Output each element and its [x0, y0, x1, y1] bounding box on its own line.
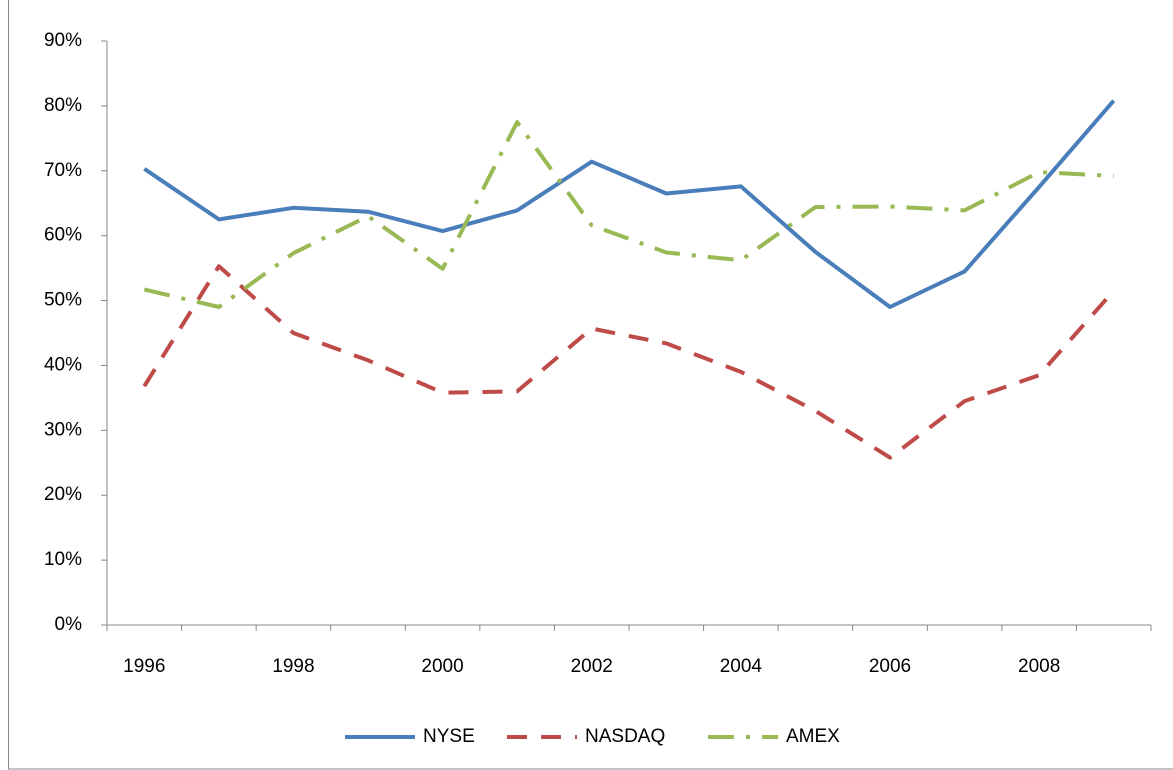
y-tick-label: 40% [44, 354, 82, 375]
y-tick-label: 0% [55, 614, 83, 635]
y-tick-label: 90% [44, 30, 82, 51]
series-line [142, 264, 1116, 460]
y-tick-label: 60% [44, 225, 82, 246]
y-tick-label: 70% [44, 160, 82, 181]
legend-label: AMEX [786, 726, 840, 747]
x-tick-label: 1998 [272, 656, 314, 677]
y-tick-label: 80% [44, 95, 82, 116]
y-tick-label: 20% [44, 484, 82, 505]
x-tick-label: 2002 [571, 656, 613, 677]
y-tick-label: 50% [44, 290, 82, 311]
legend-label: NYSE [423, 726, 475, 747]
y-tick-label: 10% [44, 549, 82, 570]
x-tick-label: 2000 [421, 656, 463, 677]
x-tick-label: 2006 [869, 656, 911, 677]
legend-label: NASDAQ [585, 726, 665, 747]
x-tick-label: 1996 [123, 656, 165, 677]
series-line [143, 120, 1114, 309]
series-line [143, 99, 1116, 309]
x-tick-label: 2008 [1018, 656, 1060, 677]
y-tick-label: 30% [44, 419, 82, 440]
chart-frame [8, 0, 1173, 770]
x-tick-label: 2004 [720, 656, 763, 677]
